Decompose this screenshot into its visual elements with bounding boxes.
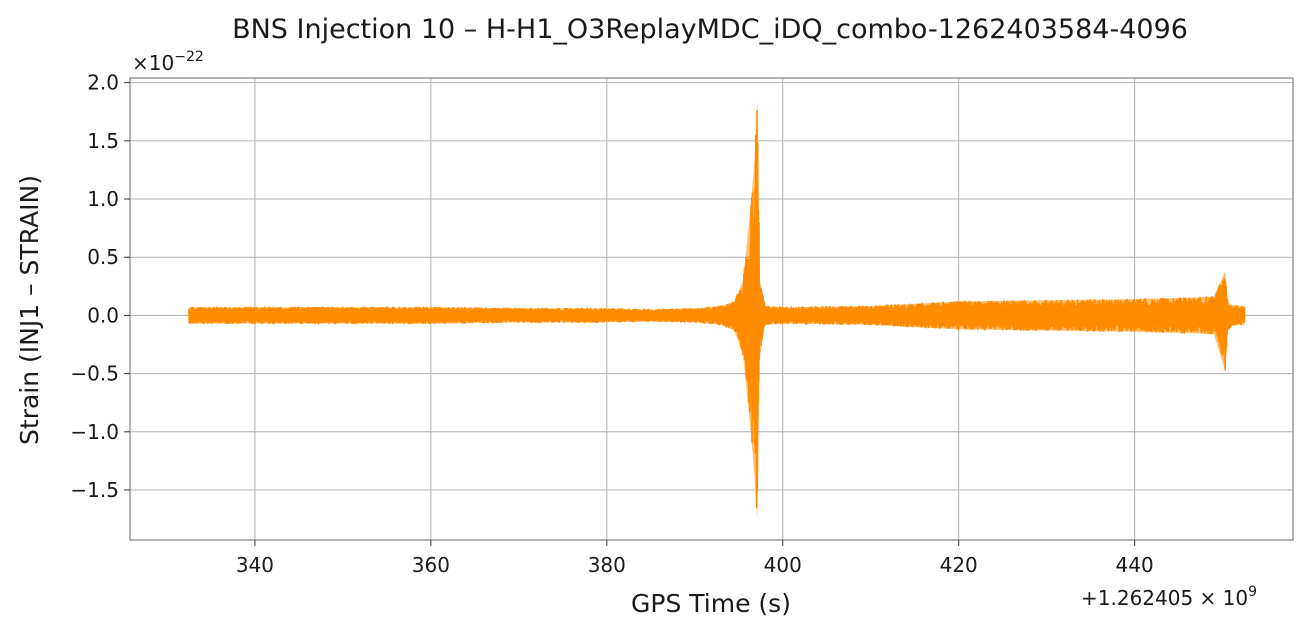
y-multiplier-exponent: −22 bbox=[174, 49, 204, 65]
y-tick-label: −1.0 bbox=[70, 420, 119, 444]
x-axis-label: GPS Time (s) bbox=[631, 589, 791, 618]
x-axis-ticks: 340 360 380 400 420 440 bbox=[236, 540, 1154, 577]
y-tick-label: 1.0 bbox=[87, 187, 119, 211]
x-offset-exponent: 9 bbox=[1248, 584, 1257, 600]
y-tick-label: 0.0 bbox=[87, 303, 119, 327]
y-tick-label: 1.5 bbox=[87, 129, 119, 153]
series-layer bbox=[188, 98, 1246, 521]
y-tick-label: −1.5 bbox=[70, 478, 119, 502]
strain-series-envelope bbox=[188, 98, 1245, 521]
y-tick-label: 0.5 bbox=[87, 245, 119, 269]
x-tick-label: 340 bbox=[236, 553, 274, 577]
x-tick-label: 380 bbox=[588, 553, 626, 577]
y-multiplier-base: ×10 bbox=[132, 51, 174, 75]
y-tick-label: −0.5 bbox=[70, 362, 119, 386]
x-tick-label: 440 bbox=[1116, 553, 1154, 577]
y-tick-label: 2.0 bbox=[87, 71, 119, 95]
x-tick-label: 360 bbox=[412, 553, 450, 577]
y-axis-ticks: −1.5 −1.0 −0.5 0.0 0.5 1.0 1.5 2.0 bbox=[70, 71, 130, 502]
x-offset-label: +1.262405 × 109 bbox=[1081, 584, 1257, 610]
x-offset-base: +1.262405 × 10 bbox=[1081, 586, 1248, 610]
y-multiplier-label: ×10−22 bbox=[132, 49, 204, 75]
chart-title: BNS Injection 10 – H-H1_O3ReplayMDC_iDQ_… bbox=[232, 14, 1188, 45]
plot-frame bbox=[129, 77, 1294, 541]
x-tick-label: 400 bbox=[764, 553, 802, 577]
x-tick-label: 420 bbox=[940, 553, 978, 577]
y-axis-label: Strain (INJ1 – STRAIN) bbox=[15, 175, 44, 445]
